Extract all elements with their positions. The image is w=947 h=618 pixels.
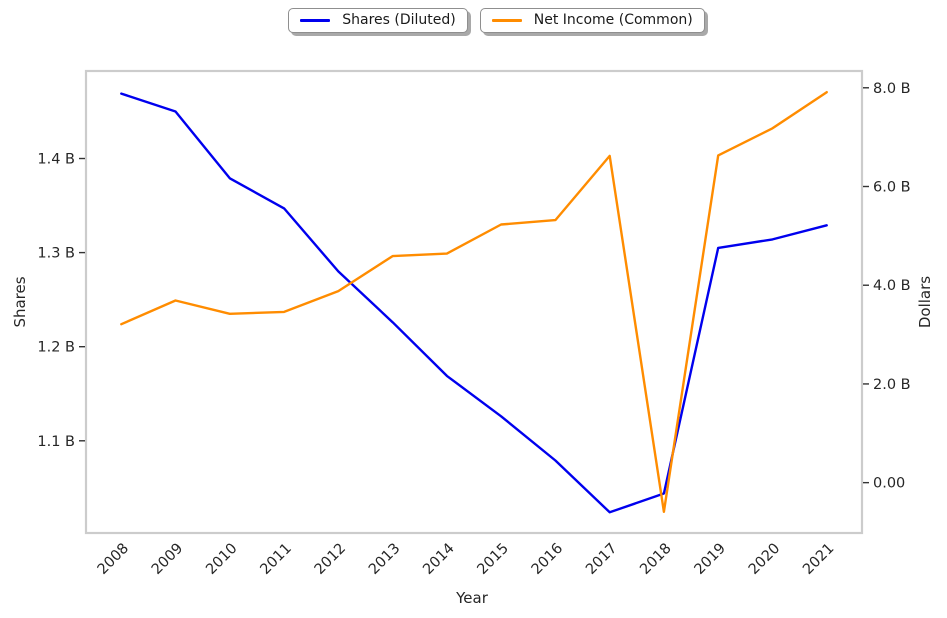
right-tick-label: 8.0 B xyxy=(873,81,911,97)
left-tick-label: 1.1 B xyxy=(37,434,75,450)
x-tick-label: 2016 xyxy=(529,541,566,578)
y-axis-label-right: Dollars xyxy=(916,275,934,329)
legend: Shares (Diluted) Net Income (Common) xyxy=(23,8,947,33)
series-line-net-income xyxy=(120,90,828,513)
legend-item-net-income: Net Income (Common) xyxy=(479,8,705,33)
x-tick-label: 2010 xyxy=(203,541,240,578)
series-line-shares xyxy=(120,92,828,514)
legend-label-shares: Shares (Diluted) xyxy=(342,12,456,28)
x-tick-label: 2017 xyxy=(583,541,620,578)
right-tick-label: 4.0 B xyxy=(873,278,911,294)
x-tick-label: 2019 xyxy=(692,541,729,578)
x-tick-label: 2013 xyxy=(366,541,403,578)
left-tick-label: 1.3 B xyxy=(37,246,75,262)
plot-border xyxy=(84,69,864,535)
x-tick-label: 2008 xyxy=(95,541,132,578)
net-income-line-swatch-icon xyxy=(491,18,522,22)
right-tick-label: 6.0 B xyxy=(873,180,911,196)
x-tick-label: 2009 xyxy=(149,541,186,578)
legend-label-net-income: Net Income (Common) xyxy=(533,12,693,28)
left-tick-label: 1.4 B xyxy=(37,152,75,168)
right-tick-label: 2.0 B xyxy=(873,377,911,393)
x-tick-label: 2018 xyxy=(637,541,674,578)
left-tick-label: 1.2 B xyxy=(37,340,75,356)
x-tick-label: 2011 xyxy=(258,541,295,578)
x-tick-label: 2014 xyxy=(420,541,457,578)
right-tick-label: 0.00 xyxy=(873,476,905,492)
x-axis-label: Year xyxy=(456,589,488,607)
x-tick-label: 2012 xyxy=(312,541,349,578)
shares-line-swatch-icon xyxy=(300,18,331,22)
x-tick-label: 2015 xyxy=(475,541,512,578)
x-tick-label: 2021 xyxy=(800,541,837,578)
x-tick-label: 2020 xyxy=(746,541,783,578)
y-axis-label-left: Shares xyxy=(11,276,29,328)
legend-item-shares: Shares (Diluted) xyxy=(288,8,468,33)
